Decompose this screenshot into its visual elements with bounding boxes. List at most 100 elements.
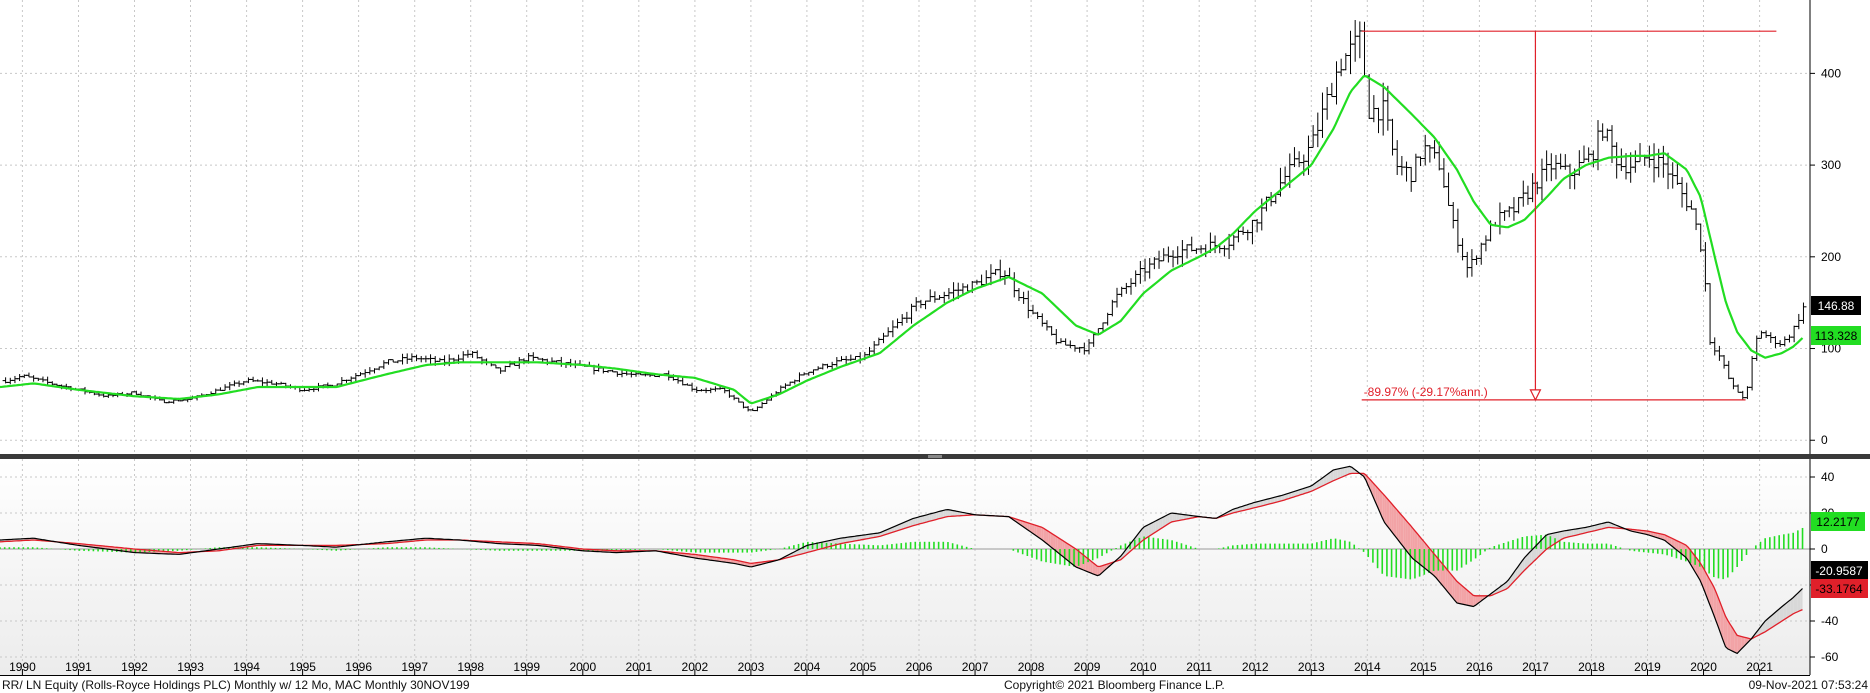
macd-fill-segment: [1032, 524, 1035, 535]
macd-fill-segment: [863, 534, 867, 540]
macd-fill-segment: [1522, 557, 1525, 573]
macd-fill-segment: [950, 510, 953, 517]
macd-fill-segment: [1702, 565, 1705, 591]
macd-fill-segment: [1279, 495, 1282, 502]
macd-fill-segment: [1769, 615, 1773, 629]
macd-fill-segment: [924, 514, 927, 523]
macd-fill-segment: [1674, 539, 1677, 550]
macd-fill-segment: [733, 559, 736, 564]
macd-fill-segment: [1566, 530, 1570, 538]
macd-fill-segment: [1349, 466, 1352, 474]
macd-fill-segment: [1653, 532, 1656, 538]
last-histogram-badge: 12.2177: [1811, 512, 1865, 531]
macd-fill-segment: [1562, 530, 1565, 540]
macd-fill-segment: [1445, 567, 1448, 592]
x-tick-label: 1999: [513, 660, 540, 674]
x-tick-label: 2004: [794, 660, 821, 674]
macd-fill-segment: [1583, 527, 1586, 534]
macd-fill-segment: [859, 535, 862, 541]
macd-fill-segment: [705, 555, 708, 560]
macd-fill-segment: [1571, 529, 1574, 537]
last-histogram-value: 12.2177: [1816, 515, 1860, 529]
x-tick-label: 2010: [1130, 660, 1157, 674]
macd-fill-segment: [898, 523, 902, 531]
macd-fill-segment: [1036, 525, 1040, 538]
macd-fill-segment: [1716, 592, 1719, 628]
macd-fill-segment: [1340, 467, 1343, 478]
x-tick-label: 2011: [1186, 660, 1212, 674]
macd-fill-segment: [1316, 480, 1320, 489]
x-tick-label: 2003: [738, 660, 765, 674]
x-tick-label: 2005: [850, 660, 877, 674]
x-tick-label: 1993: [177, 660, 204, 674]
macd-fill-segment: [1183, 514, 1187, 520]
x-tick-label: 1998: [457, 660, 484, 674]
macd-fill-segment: [714, 557, 717, 562]
macd-fill-segment: [728, 559, 731, 563]
macd-fill-segment: [1162, 516, 1166, 528]
macd-fill-segment: [926, 514, 930, 522]
macd-fill-segment: [1727, 620, 1731, 651]
macd-fill-segment: [1655, 532, 1658, 538]
macd-fill-segment: [1368, 477, 1371, 491]
x-tick-label: 1991: [65, 660, 92, 674]
macd-fill-segment: [1606, 522, 1609, 528]
macd-fill-segment: [1153, 520, 1156, 534]
macd-fill-segment: [1295, 490, 1299, 497]
macd-fill-segment: [1459, 583, 1462, 604]
x-tick-label: 1995: [289, 660, 316, 674]
macd-fill-segment: [1774, 611, 1777, 626]
macd-fill-segment: [1379, 490, 1383, 518]
macd-fill-segment: [1660, 533, 1663, 540]
price-panel: -89.97% (-29.17%ann.) 0 100 200 300 400 146.…: [0, 0, 1861, 456]
macd-fill-segment: [1699, 562, 1703, 585]
macd-fill-segment: [1293, 490, 1296, 498]
macd-fill-segment: [1723, 610, 1726, 647]
last-signal-value: -33.1764: [1815, 582, 1863, 596]
macd-fill-segment: [702, 555, 706, 560]
macd-fill-segment: [709, 556, 713, 561]
macd-fill-segment: [847, 536, 850, 543]
macd-fill-segment: [1330, 470, 1334, 482]
macd-fill-segment: [1263, 499, 1266, 506]
macd-fill-segment: [1288, 492, 1292, 499]
macd-fill-segment: [1447, 570, 1450, 595]
macd-fill-segment: [1335, 468, 1338, 480]
x-axis: 1990 1991 1992 1993 1994 1995 1996 1997 1998 1999…: [0, 660, 1810, 676]
x-tick-label: 2009: [1074, 660, 1101, 674]
macd-fill-segment: [1790, 597, 1794, 616]
drawdown-annotation: -89.97% (-29.17%ann.): [1361, 30, 1777, 402]
footer-background: [0, 676, 1870, 693]
x-tick-label: 2000: [569, 660, 596, 674]
macd-fill-segment: [1797, 590, 1801, 612]
macd-fill-segment: [1176, 513, 1180, 521]
macd-fill-segment: [719, 557, 722, 562]
x-tick-label: 2001: [625, 660, 652, 674]
footer: RR/ LN Equity (Rolls-Royce Holdings PLC)…: [0, 676, 1870, 693]
macd-fill-segment: [1305, 487, 1308, 494]
x-tick-label: 2015: [1410, 660, 1437, 674]
macd-fill-segment: [1534, 545, 1537, 562]
panel-resize-handle[interactable]: [928, 455, 942, 458]
macd-fill-segment: [1298, 489, 1301, 496]
macd-fill-segment: [1302, 487, 1306, 495]
macd-fill-segment: [1466, 589, 1469, 606]
macd-fill-segment: [1043, 528, 1047, 543]
macd-fill-segment: [1265, 498, 1268, 505]
macd-fill-segment: [1389, 500, 1392, 532]
macd-fill-segment: [1167, 513, 1170, 525]
macd-fill-segment: [1669, 537, 1672, 546]
macd-fill-segment: [700, 555, 703, 560]
macd-fill-segment: [1718, 598, 1721, 634]
macd-y-tick-label: 0: [1821, 542, 1828, 556]
macd-fill-segment: [1186, 514, 1189, 520]
macd-fill-segment: [1709, 578, 1712, 609]
macd-fill-segment: [1604, 522, 1607, 529]
macd-fill-segment: [1662, 534, 1665, 541]
macd-fill-segment: [936, 511, 939, 520]
macd-fill-segment: [1174, 513, 1177, 522]
macd-fill-segment: [1597, 524, 1600, 531]
macd-fill-segment: [896, 524, 899, 531]
